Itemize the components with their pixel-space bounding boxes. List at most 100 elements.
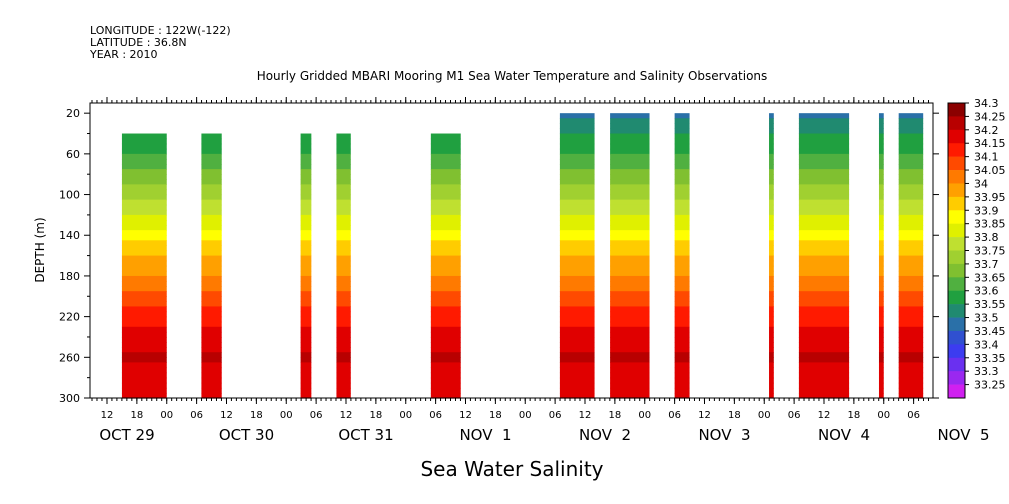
salinity-cell [336,372,351,379]
salinity-cell [121,255,167,262]
salinity-cell [430,143,461,150]
salinity-cell [610,306,650,313]
salinity-cell [430,281,461,287]
salinity-cell [610,219,650,226]
salinity-cell [336,169,351,175]
salinity-cell [336,214,351,221]
salinity-cell [336,392,351,399]
salinity-cell [898,311,924,318]
salinity-cell [121,245,167,252]
salinity-cell [336,164,351,170]
y-tick-label: 300 [59,392,80,405]
salinity-cell [201,214,222,221]
salinity-cell [201,275,222,282]
salinity-cell [430,148,461,155]
salinity-cell [878,342,884,348]
salinity-cell [798,123,850,130]
salinity-cell [898,138,924,145]
salinity-cell [798,377,850,384]
salinity-cell [798,204,850,211]
salinity-cell [898,214,924,221]
salinity-cell [878,265,884,272]
salinity-cell [674,367,690,374]
x-hour-label: 06 [549,410,562,421]
salinity-cell [798,281,850,287]
salinity-cell [610,179,650,185]
salinity-cell [300,326,312,333]
data-column [878,113,884,399]
salinity-cell [559,357,595,363]
salinity-cell [878,250,884,257]
salinity-cell [898,270,924,277]
salinity-cell [798,138,850,145]
salinity-cell [769,311,774,318]
salinity-cell [300,357,312,363]
salinity-cell [430,347,461,353]
salinity-cell [121,382,167,389]
salinity-cell [300,225,312,231]
salinity-cell [878,326,884,333]
salinity-cell [674,133,690,140]
salinity-cell [121,377,167,384]
salinity-cell [898,362,924,369]
salinity-cell [610,387,650,394]
salinity-cell [336,362,351,369]
salinity-cell [121,275,167,282]
salinity-cell [610,270,650,277]
salinity-cell [769,174,774,180]
salinity-cell [769,209,774,216]
salinity-cell [121,352,167,358]
salinity-cell [674,377,690,384]
salinity-cell [769,133,774,140]
salinity-cell [769,316,774,323]
salinity-cell [201,321,222,328]
salinity-cell [674,240,690,247]
x-hour-label: 18 [131,410,144,421]
x-hour-label: 12 [698,410,711,421]
x-hour-label: 06 [429,410,442,421]
salinity-cell [878,306,884,313]
x-hour-label: 00 [280,410,293,421]
salinity-cell [898,128,924,135]
salinity-cell [798,316,850,323]
salinity-cell [201,174,222,180]
salinity-cell [121,179,167,185]
salinity-cell [898,240,924,247]
salinity-cell [121,367,167,374]
salinity-cell [798,255,850,262]
salinity-cell [201,158,222,165]
salinity-cell [559,240,595,247]
salinity-cell [798,158,850,165]
salinity-cell [430,250,461,257]
x-hour-label: 12 [220,410,233,421]
salinity-cell [559,260,595,267]
salinity-cell [798,296,850,302]
salinity-cell [121,296,167,302]
salinity-cell [674,148,690,155]
salinity-cell [559,123,595,130]
salinity-cell [798,367,850,374]
salinity-cell [798,148,850,155]
salinity-cell [336,179,351,185]
salinity-cell [430,194,461,201]
salinity-cell [898,296,924,302]
salinity-cell [878,281,884,287]
salinity-cell [798,331,850,338]
salinity-cell [430,158,461,165]
salinity-cell [300,270,312,277]
data-column [769,113,774,399]
colorbar-label: 33.35 [974,352,1006,365]
salinity-cell [300,230,312,236]
salinity-cell [798,301,850,308]
salinity-cell [336,286,351,292]
salinity-cell [674,362,690,369]
salinity-cell [300,362,312,369]
salinity-cell [430,336,461,343]
salinity-cell [300,219,312,226]
salinity-cell [878,336,884,343]
salinity-cell [610,214,650,221]
salinity-cell [121,189,167,196]
colorbar-frame [947,102,966,399]
salinity-cell [300,158,312,165]
salinity-cell [201,204,222,211]
